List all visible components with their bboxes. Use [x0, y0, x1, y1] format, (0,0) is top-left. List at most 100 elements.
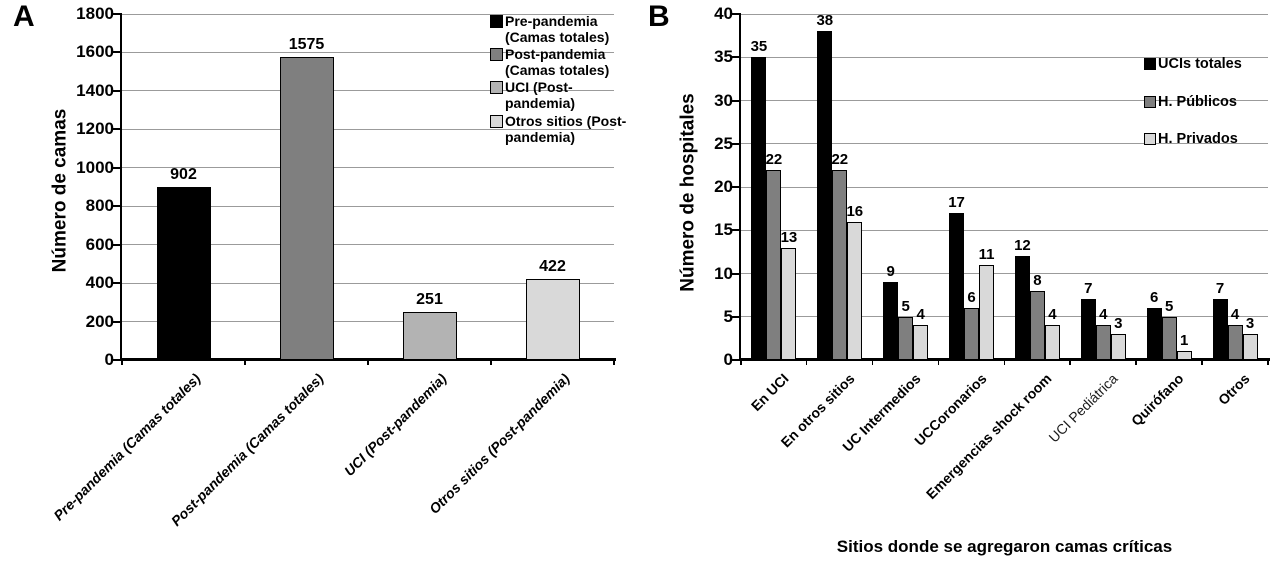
y-tick-label: 1600	[76, 42, 114, 62]
y-axis-tick	[113, 128, 122, 131]
gridline	[122, 244, 614, 246]
y-tick-label: 15	[714, 220, 733, 240]
bar-value-label: 7	[1215, 280, 1225, 298]
y-axis-tick	[732, 13, 741, 15]
bar	[1227, 325, 1243, 360]
bar	[949, 212, 965, 360]
bar-value-label: 22	[831, 150, 849, 168]
bar	[766, 169, 782, 360]
y-axis-tick	[113, 243, 122, 246]
y-tick-label: 800	[85, 196, 114, 216]
y-axis-tick	[113, 205, 122, 208]
y-axis-tick	[732, 186, 741, 188]
bar-value-label: 8	[1033, 271, 1042, 289]
x-category-label: UCI Pediátrica	[1045, 370, 1121, 446]
bar	[1176, 351, 1192, 360]
bar	[1146, 308, 1162, 360]
bar	[1110, 334, 1126, 360]
gridline	[741, 273, 1268, 274]
x-axis-tick	[490, 360, 492, 365]
y-tick-label: 1000	[76, 157, 114, 177]
bar	[402, 311, 457, 360]
x-axis-tick	[805, 360, 808, 365]
bar-value-label: 5	[1165, 297, 1174, 315]
bar-value-label: 13	[780, 228, 798, 246]
legend-label: H. Privados	[1158, 131, 1238, 148]
x-category-label: UC Intermedios	[838, 370, 924, 455]
bar-value-label: 4	[916, 306, 925, 324]
x-axis-tick	[1267, 360, 1269, 365]
y-tick-label: 30	[714, 90, 733, 110]
legend-item: Otros sitios (Post- pandemia)	[490, 113, 629, 145]
y-tick-label: 600	[85, 234, 114, 254]
bar-value-label: 12	[1014, 237, 1031, 255]
bar-value-label: 9	[886, 263, 895, 281]
y-axis-tick	[113, 166, 122, 169]
y-axis-tick	[732, 315, 741, 318]
gridline	[122, 128, 614, 130]
legend-swatch	[1144, 95, 1156, 108]
x-category-label: En UCI	[747, 370, 792, 415]
y-tick-label: 10	[714, 263, 733, 283]
y-tick-label: 1800	[76, 4, 114, 23]
panel-b-label: B	[648, 0, 670, 33]
bar	[883, 282, 899, 360]
y-axis-tick	[732, 142, 741, 145]
y-tick-label: 20	[714, 177, 733, 196]
gridline	[741, 143, 1268, 145]
bar-value-label: 251	[416, 290, 443, 308]
legend-label: UCI (Post- pandemia)	[505, 79, 576, 112]
y-axis-tick	[113, 51, 122, 54]
y-tick-label: 0	[104, 350, 114, 369]
panel-b-x-axis-title: Sitios donde se agregaron camas críticas	[836, 537, 1173, 556]
bar-value-label: 3	[1245, 315, 1255, 333]
bar-value-label: 35	[750, 38, 768, 56]
y-tick-label: 0	[723, 350, 733, 369]
legend-swatch	[1144, 133, 1156, 146]
x-axis-line	[739, 358, 1270, 361]
y-tick-label: 5	[723, 306, 733, 326]
gridline	[741, 186, 1268, 188]
y-axis-tick	[732, 359, 741, 361]
y-tick-label: 40	[714, 4, 733, 23]
x-axis-tick	[1201, 360, 1203, 365]
bar	[817, 31, 833, 360]
bar-value-label: 38	[816, 12, 834, 30]
bar-value-label: 6	[1150, 289, 1159, 307]
legend-label: Otros sitios (Post- pandemia)	[505, 112, 627, 145]
bar	[1242, 334, 1258, 360]
y-axis-tick	[113, 89, 122, 92]
gridline	[741, 56, 1268, 58]
legend-swatch	[490, 81, 503, 95]
bar-value-label: 7	[1084, 280, 1093, 298]
bar-value-label: 3	[1114, 315, 1123, 333]
bar-value-label: 4	[1048, 306, 1057, 324]
y-tick-label: 25	[714, 133, 733, 153]
bar	[279, 57, 334, 360]
bar-value-label: 1	[1180, 332, 1189, 350]
bar	[964, 308, 980, 360]
bar-value-label: 17	[948, 193, 965, 211]
x-axis-tick	[367, 360, 369, 365]
legend-swatch	[490, 48, 503, 62]
x-axis-tick	[1003, 360, 1005, 365]
gridline	[741, 229, 1268, 231]
x-category-label: Otros	[1214, 370, 1253, 409]
bar	[1014, 256, 1030, 360]
x-axis-tick	[1069, 360, 1071, 365]
bar	[1029, 290, 1045, 360]
y-axis-line	[739, 13, 741, 360]
y-axis-tick	[113, 282, 122, 285]
bar	[832, 169, 848, 360]
legend-swatch	[490, 15, 503, 28]
legend-label: H. Públicos	[1158, 93, 1237, 110]
x-axis-tick	[937, 360, 940, 365]
y-tick-label: 1200	[76, 119, 114, 139]
bar-value-label: 1575	[288, 36, 325, 54]
legend-item: H. Privados	[1144, 131, 1268, 148]
y-tick-label: 400	[85, 273, 114, 293]
gridline	[122, 321, 614, 323]
gridline	[122, 90, 614, 92]
bar	[781, 247, 797, 360]
